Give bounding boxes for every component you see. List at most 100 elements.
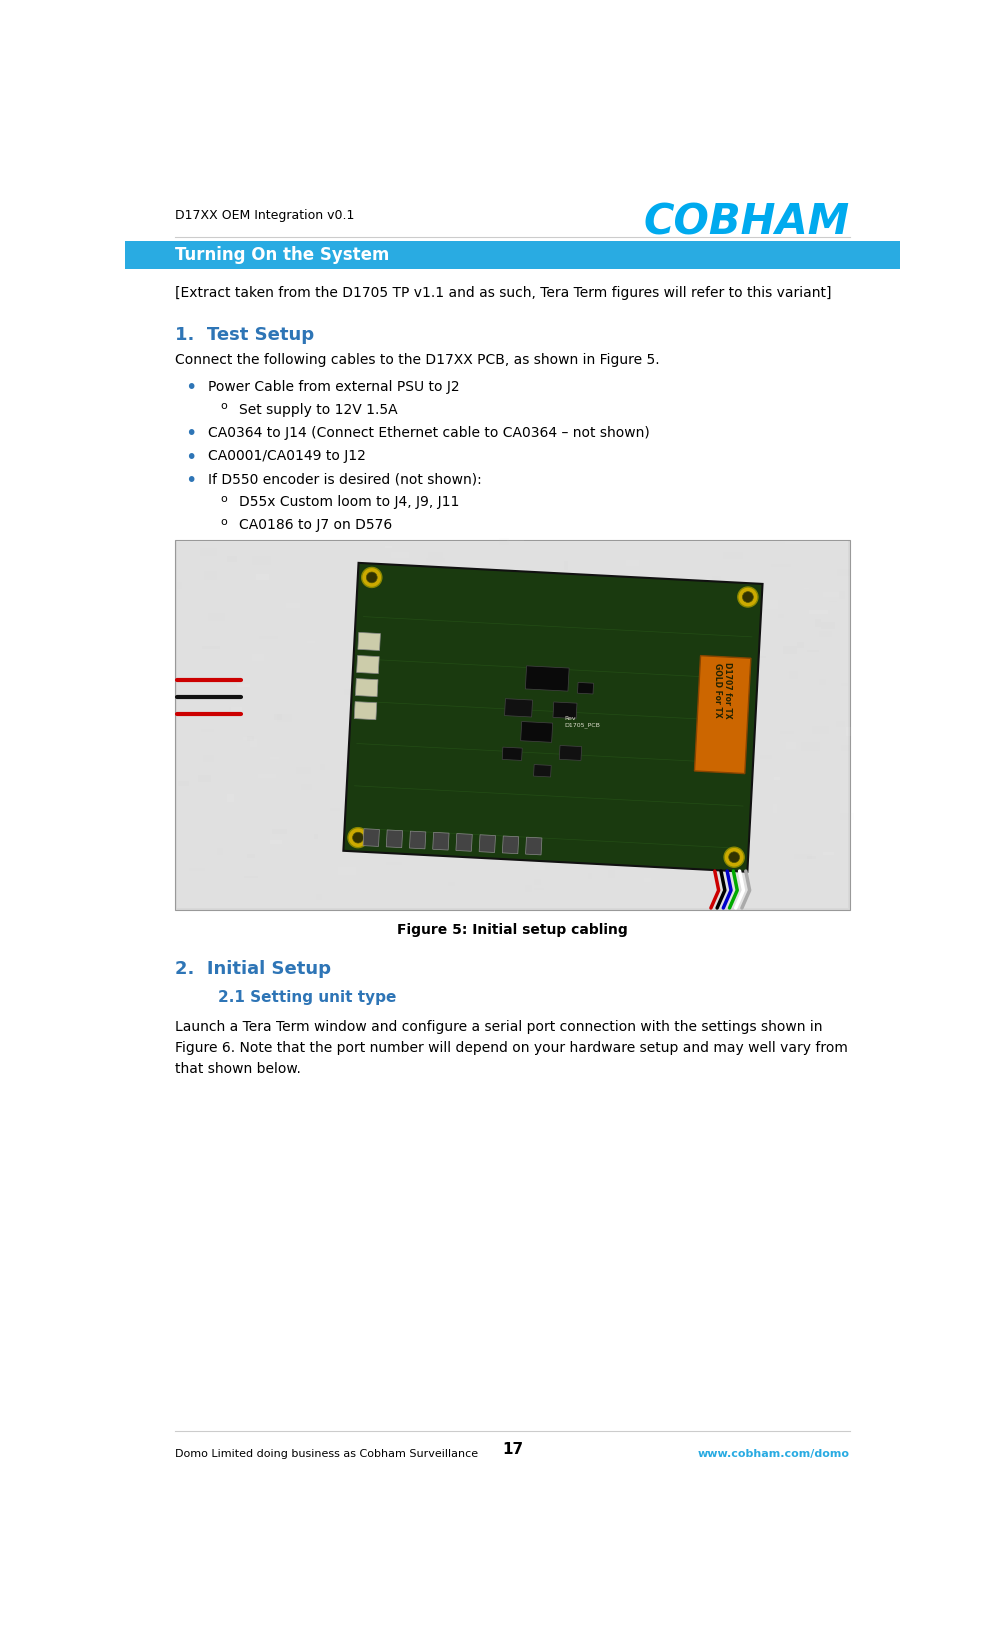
Bar — [608, 870, 615, 878]
Bar — [578, 784, 594, 786]
Text: o: o — [220, 516, 227, 526]
Text: Launch a Tera Term window and configure a serial port connection with the settin: Launch a Tera Term window and configure … — [175, 1021, 848, 1075]
Bar — [357, 656, 379, 674]
Bar — [483, 613, 490, 620]
Bar — [330, 807, 340, 810]
Bar — [720, 791, 726, 797]
Circle shape — [366, 572, 377, 584]
Bar — [227, 794, 234, 802]
Bar — [809, 610, 828, 615]
Bar — [202, 646, 220, 649]
Bar — [244, 876, 258, 878]
Bar — [841, 745, 851, 751]
Bar — [489, 725, 507, 732]
Bar — [227, 556, 237, 562]
Bar — [743, 595, 754, 600]
Bar — [760, 755, 772, 760]
Bar — [479, 835, 495, 853]
Bar — [500, 766, 515, 769]
Bar — [415, 626, 419, 630]
Bar — [807, 857, 816, 858]
Text: •: • — [185, 424, 197, 444]
Bar — [456, 834, 472, 852]
Bar — [628, 779, 635, 787]
Bar — [442, 562, 457, 567]
Bar — [243, 737, 252, 740]
Text: •: • — [185, 470, 197, 490]
Bar — [587, 597, 593, 602]
Bar — [786, 743, 796, 750]
Bar — [538, 659, 554, 664]
Bar — [200, 547, 217, 556]
Text: 1.  Test Setup: 1. Test Setup — [175, 326, 314, 344]
Bar — [559, 745, 582, 761]
Bar — [823, 852, 834, 855]
Circle shape — [362, 567, 382, 587]
Bar — [386, 861, 402, 865]
Bar — [819, 679, 826, 686]
Text: •: • — [185, 447, 197, 467]
Bar — [702, 804, 709, 807]
Bar — [840, 812, 854, 820]
Bar — [643, 705, 651, 709]
Bar — [301, 784, 312, 789]
Bar — [231, 707, 242, 713]
Bar — [259, 636, 278, 640]
Bar — [217, 848, 223, 855]
Bar — [602, 806, 609, 814]
Bar — [426, 559, 445, 562]
Bar — [644, 878, 651, 881]
Bar — [177, 582, 182, 589]
Bar — [599, 778, 605, 786]
Bar — [320, 764, 325, 769]
Bar — [252, 654, 264, 661]
Bar — [729, 866, 746, 868]
Bar — [673, 834, 685, 842]
Bar — [617, 702, 622, 705]
Bar — [572, 649, 583, 658]
Text: Figure 5: Initial setup cabling: Figure 5: Initial setup cabling — [397, 924, 628, 937]
Bar — [574, 804, 587, 807]
Bar — [599, 692, 616, 694]
Bar — [642, 807, 650, 810]
Bar — [712, 575, 721, 580]
Bar — [553, 843, 559, 852]
Bar — [462, 830, 475, 832]
Text: Rev
D1705_PCB: Rev D1705_PCB — [564, 717, 600, 728]
Bar — [391, 552, 409, 559]
Bar — [125, 242, 900, 270]
Bar — [237, 684, 250, 687]
Bar — [714, 646, 722, 653]
Bar — [272, 829, 287, 834]
Bar — [374, 640, 386, 646]
Text: If D550 encoder is desired (not shown):: If D550 encoder is desired (not shown): — [208, 472, 482, 487]
Bar — [363, 829, 379, 847]
Bar — [538, 735, 551, 740]
Bar — [610, 664, 619, 669]
Bar — [358, 633, 380, 651]
Text: D55x Custom loom to J4, J9, J11: D55x Custom loom to J4, J9, J11 — [239, 495, 459, 510]
Bar — [250, 738, 257, 746]
Bar — [417, 812, 426, 815]
Bar — [377, 791, 387, 796]
Bar — [409, 832, 426, 848]
Bar — [801, 743, 820, 751]
Bar — [525, 884, 532, 893]
Bar — [652, 620, 657, 626]
Bar — [341, 761, 349, 766]
Bar — [797, 643, 804, 648]
Bar — [649, 769, 657, 776]
Bar — [783, 646, 797, 654]
Text: 2.  Initial Setup: 2. Initial Setup — [175, 960, 331, 978]
Circle shape — [353, 832, 363, 843]
Bar — [270, 758, 279, 760]
Bar — [596, 783, 600, 787]
Bar — [204, 570, 217, 580]
Bar — [758, 600, 778, 608]
Bar — [175, 539, 850, 909]
Text: CA0364 to J14 (Connect Ethernet cable to CA0364 – not shown): CA0364 to J14 (Connect Ethernet cable to… — [208, 426, 650, 441]
Bar — [537, 689, 550, 690]
Text: o: o — [220, 493, 227, 503]
Bar — [363, 643, 380, 651]
Bar — [645, 669, 663, 677]
